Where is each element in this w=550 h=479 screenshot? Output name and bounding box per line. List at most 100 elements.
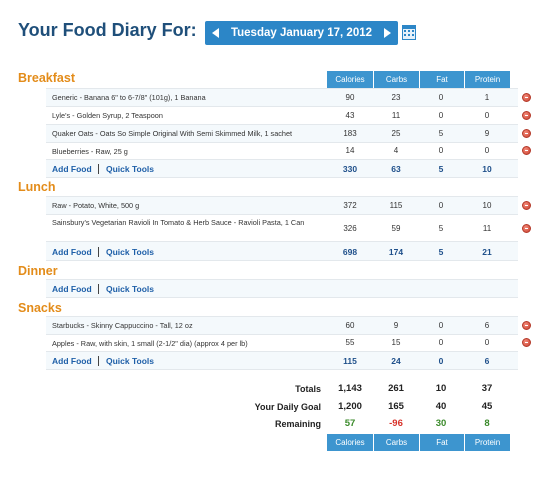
col-header-calories: Calories bbox=[327, 71, 373, 88]
food-name[interactable]: Apples - Raw, with skin, 1 small (2-1/2"… bbox=[52, 339, 248, 348]
food-fat: 0 bbox=[438, 201, 444, 210]
remaining-carbs: -96 bbox=[389, 418, 403, 429]
food-calories: 90 bbox=[345, 93, 355, 102]
meal-title-lunch: Lunch bbox=[18, 180, 56, 194]
daily-total-carbs: 261 bbox=[388, 383, 404, 394]
food-protein: 9 bbox=[484, 129, 490, 138]
daily-total-calories: 1,143 bbox=[338, 383, 362, 394]
remaining-protein: 8 bbox=[484, 418, 490, 429]
food-calories: 183 bbox=[343, 129, 357, 138]
meal-title-breakfast: Breakfast bbox=[18, 71, 75, 85]
col-footer-calories: Calories bbox=[327, 434, 373, 451]
food-calories: 55 bbox=[345, 338, 355, 347]
remaining-fat: 30 bbox=[435, 418, 447, 429]
food-row: Quaker Oats - Oats So Simple Original Wi… bbox=[46, 125, 518, 142]
food-fat: 0 bbox=[438, 111, 444, 120]
meal-title-dinner: Dinner bbox=[18, 264, 58, 278]
remaining-calories: 57 bbox=[344, 418, 356, 429]
food-fat: 0 bbox=[438, 146, 444, 155]
food-fat: 0 bbox=[438, 338, 444, 347]
food-row: Generic - Banana 6" to 6-7/8" (101g), 1 … bbox=[46, 89, 518, 106]
meal-total-calories: 698 bbox=[342, 247, 358, 257]
food-carbs: 4 bbox=[393, 146, 399, 155]
food-row: Lyle's - Golden Syrup, 2 Teaspoon bbox=[46, 107, 518, 124]
food-name[interactable]: Quaker Oats - Oats So Simple Original Wi… bbox=[52, 129, 293, 138]
delete-entry-icon[interactable] bbox=[522, 321, 531, 330]
quick-tools-link[interactable]: Quick Tools bbox=[106, 164, 155, 174]
meal-total-protein: 10 bbox=[482, 164, 492, 174]
food-fat: 5 bbox=[438, 129, 444, 138]
delete-entry-icon[interactable] bbox=[522, 93, 531, 102]
quick-tools-link[interactable]: Quick Tools bbox=[106, 284, 155, 294]
food-row: Blueberries - Raw, 25 g bbox=[46, 143, 518, 159]
food-fat: 5 bbox=[438, 224, 444, 233]
food-carbs: 59 bbox=[391, 224, 401, 233]
food-row: Raw - Potato, White, 500 g bbox=[46, 197, 518, 214]
page-title: Your Food Diary For: bbox=[18, 20, 197, 40]
delete-entry-icon[interactable] bbox=[522, 129, 531, 138]
food-calories: 326 bbox=[343, 224, 357, 233]
quick-tools-link[interactable]: Quick Tools bbox=[106, 356, 155, 366]
goal-calories: 1,200 bbox=[338, 401, 362, 412]
food-carbs: 15 bbox=[391, 338, 401, 347]
food-carbs: 11 bbox=[391, 111, 401, 120]
add-food-link[interactable]: Add Food bbox=[52, 284, 92, 294]
daily-total-fat: 10 bbox=[435, 383, 447, 394]
meal-total-carbs: 24 bbox=[391, 356, 401, 366]
meal-totals-row bbox=[46, 242, 518, 260]
totals-label: Totals bbox=[295, 384, 321, 394]
meal-totals-row bbox=[46, 280, 518, 297]
col-header-protein: Protein bbox=[465, 71, 510, 88]
quick-tools-link[interactable]: Quick Tools bbox=[106, 247, 155, 257]
food-row: Sainsbury's Vegetarian Ravioli In Tomato… bbox=[46, 215, 518, 241]
col-header-fat: Fat bbox=[420, 71, 464, 88]
food-calories: 43 bbox=[345, 111, 355, 120]
food-name[interactable]: Starbucks - Skinny Cappuccino - Tall, 12… bbox=[52, 321, 193, 330]
daily-goal-label: Your Daily Goal bbox=[254, 402, 321, 412]
col-header-carbs: Carbs bbox=[374, 71, 419, 88]
left-triangle-icon bbox=[212, 28, 219, 38]
meal-totals-row bbox=[46, 352, 518, 369]
food-calories: 372 bbox=[343, 201, 357, 210]
food-name[interactable]: Lyle's - Golden Syrup, 2 Teaspoon bbox=[52, 111, 163, 120]
food-protein: 0 bbox=[484, 111, 490, 120]
food-protein: 11 bbox=[482, 224, 492, 233]
meal-total-protein: 6 bbox=[484, 356, 490, 366]
add-food-link[interactable]: Add Food bbox=[52, 164, 92, 174]
meal-total-carbs: 174 bbox=[388, 247, 404, 257]
food-protein: 0 bbox=[484, 146, 490, 155]
food-fat: 0 bbox=[438, 93, 444, 102]
food-name[interactable]: Raw - Potato, White, 500 g bbox=[52, 201, 140, 210]
delete-entry-icon[interactable] bbox=[522, 201, 531, 210]
next-day-button[interactable] bbox=[376, 21, 398, 45]
food-name[interactable]: Generic - Banana 6" to 6-7/8" (101g), 1 … bbox=[52, 93, 206, 102]
delete-entry-icon[interactable] bbox=[522, 111, 531, 120]
food-protein: 0 bbox=[484, 338, 490, 347]
calendar-icon[interactable] bbox=[402, 25, 416, 40]
add-food-link[interactable]: Add Food bbox=[52, 356, 92, 366]
daily-total-protein: 37 bbox=[481, 383, 493, 394]
food-name[interactable]: Sainsbury's Vegetarian Ravioli In Tomato… bbox=[52, 218, 305, 227]
meal-total-fat: 5 bbox=[438, 247, 444, 257]
food-name[interactable]: Blueberries - Raw, 25 g bbox=[52, 147, 128, 156]
meal-total-carbs: 63 bbox=[391, 164, 401, 174]
col-footer-carbs: Carbs bbox=[374, 434, 419, 451]
meal-title-snacks: Snacks bbox=[18, 301, 62, 315]
delete-entry-icon[interactable] bbox=[522, 224, 531, 233]
goal-protein: 45 bbox=[481, 401, 493, 412]
right-triangle-icon bbox=[384, 28, 391, 38]
meal-total-fat: 5 bbox=[438, 164, 444, 174]
food-carbs: 23 bbox=[391, 93, 401, 102]
food-row: Apples - Raw, with skin, 1 small (2-1/2"… bbox=[46, 335, 518, 351]
col-footer-protein: Protein bbox=[465, 434, 510, 451]
delete-entry-icon[interactable] bbox=[522, 146, 531, 155]
delete-entry-icon[interactable] bbox=[522, 338, 531, 347]
col-footer-fat: Fat bbox=[420, 434, 464, 451]
meal-total-protein: 21 bbox=[482, 247, 492, 257]
remaining-label: Remaining bbox=[274, 419, 321, 429]
prev-day-button[interactable] bbox=[205, 21, 227, 45]
goal-carbs: 165 bbox=[388, 401, 404, 412]
add-food-link[interactable]: Add Food bbox=[52, 247, 92, 257]
meal-totals-row bbox=[46, 160, 518, 177]
date-navigator: Tuesday January 17, 2012 bbox=[205, 21, 398, 45]
